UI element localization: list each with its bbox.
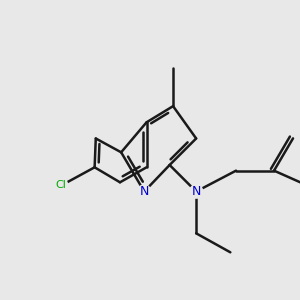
Text: Cl: Cl (56, 181, 67, 190)
Circle shape (190, 185, 203, 198)
Circle shape (138, 185, 151, 198)
Circle shape (55, 179, 68, 192)
Text: N: N (191, 185, 201, 198)
Text: N: N (140, 185, 149, 198)
